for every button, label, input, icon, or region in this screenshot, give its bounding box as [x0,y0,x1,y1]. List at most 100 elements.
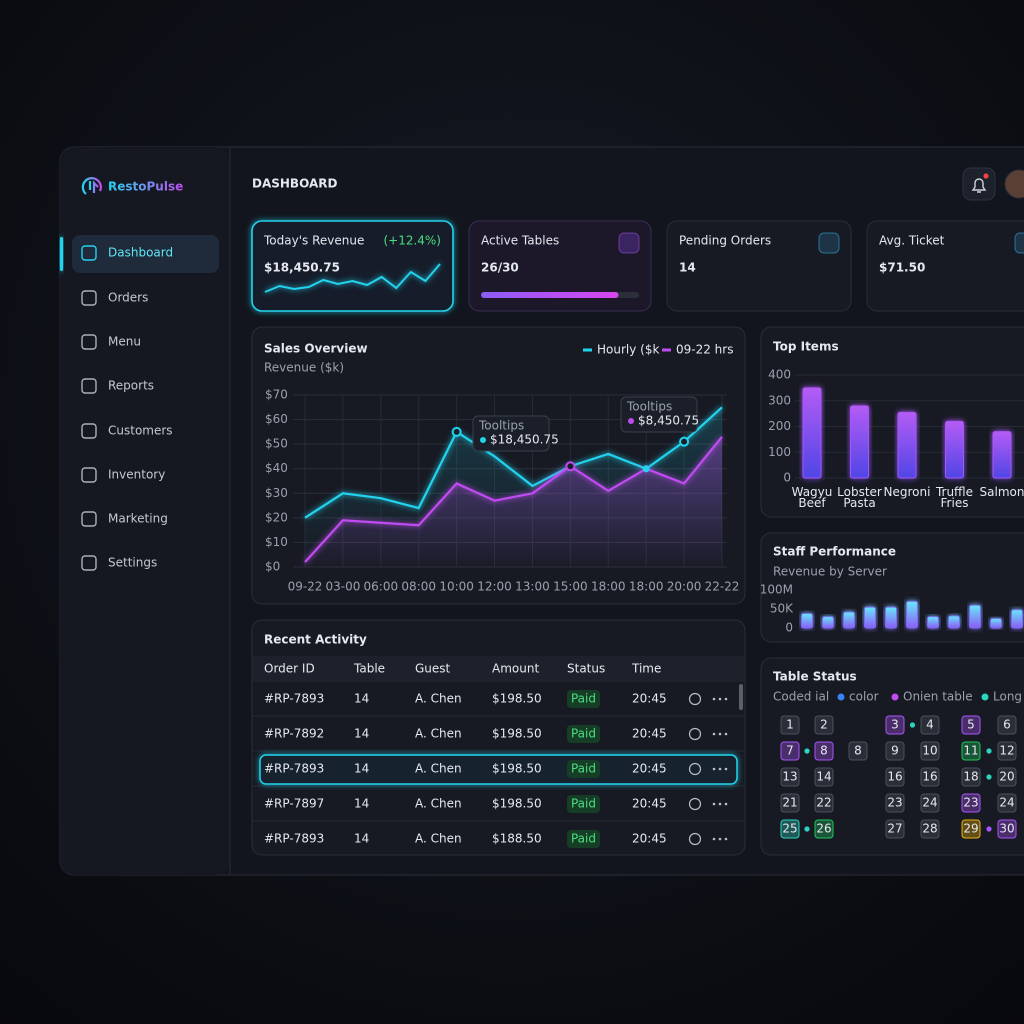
point-marker [679,436,690,447]
status-badge [567,725,600,743]
nav-item[interactable]: Customers [108,424,173,438]
notifications-button[interactable] [962,167,996,201]
bar [897,411,917,479]
table-cell[interactable] [780,741,800,761]
table-cell[interactable] [780,793,800,813]
table-cell: 20:45 [632,832,667,846]
table-cell[interactable] [814,793,834,813]
clock-icon[interactable] [688,832,702,846]
table-cell: A. Chen [415,692,462,706]
y-tick-label: $60 [265,412,288,426]
status-dot [986,748,992,754]
table-cell[interactable] [848,741,868,761]
table-cell: A. Chen [415,727,462,741]
table-title: Recent Activity [264,633,367,647]
more-dot [718,837,722,841]
kpi-label: Active Tables [481,234,559,248]
table-cell[interactable] [780,819,800,839]
clock-icon[interactable] [688,692,702,706]
x-tick-label: 22-22 [705,580,740,594]
y-tick-label: 50K [770,602,794,616]
table-number: 3 [891,718,899,732]
table-cell[interactable] [997,741,1017,761]
nav-icon [81,378,97,394]
x-tick-label: 03-00 [325,580,360,594]
table-cell[interactable] [885,819,905,839]
table-cell[interactable] [780,715,800,735]
tooltip-title: Tooltips [478,419,524,433]
nav-item[interactable]: Marketing [108,512,168,526]
point-marker [451,426,462,437]
kpi-label: Today's Revenue [263,234,364,248]
clock-icon[interactable] [688,762,702,776]
nav-icon [81,555,97,571]
bar [822,616,834,629]
status-text: Paid [571,797,596,811]
more-dot [724,837,728,841]
table-cell[interactable] [885,767,905,787]
x-tick-label: 06:00 [364,580,399,594]
column-header: Amount [492,662,539,676]
table-cell[interactable] [920,767,940,787]
row-selected[interactable] [259,754,738,785]
table-cell[interactable] [920,793,940,813]
y-tick-label: $30 [265,486,288,500]
nav-item[interactable]: Reports [108,379,154,393]
table-cell[interactable] [997,819,1017,839]
table-number: 20 [999,770,1014,784]
table-cell: 20:45 [632,797,667,811]
nav-item[interactable]: Menu [108,335,141,349]
status-text: Paid [571,832,596,846]
nav-icon [81,511,97,527]
nav-item[interactable]: Settings [108,556,157,570]
nav-icon [81,423,97,439]
y-tick-label: 0 [785,621,793,635]
user-avatar[interactable] [1004,169,1024,199]
series-line [304,436,723,563]
table-cell[interactable] [920,819,940,839]
kpi-label: Avg. Ticket [879,234,945,248]
table-cell[interactable] [780,767,800,787]
table-cell[interactable] [997,767,1017,787]
table-number: 14 [816,770,831,784]
table-cell[interactable] [814,819,834,839]
column-header: Status [567,662,605,676]
table-cell[interactable] [885,715,905,735]
chart-subtitle: Revenue ($k) [264,361,344,375]
clock-icon[interactable] [688,727,702,741]
table-cell[interactable] [885,741,905,761]
kpi-change: (+12.4%) [383,234,441,248]
table-number: 21 [782,796,797,810]
table-cell[interactable] [920,715,940,735]
table-cell[interactable] [814,715,834,735]
table-cell[interactable] [885,793,905,813]
bar [802,387,822,479]
table-cell[interactable] [961,715,981,735]
legend-label: 09-22 hrs [676,343,733,357]
table-cell: #RP-7893 [264,832,324,846]
bar [992,431,1012,479]
kpi-value: $71.50 [879,261,925,275]
table-cell[interactable] [961,793,981,813]
kpi-label: Pending Orders [679,234,771,248]
legend-dot [837,693,845,701]
table-cell[interactable] [961,819,981,839]
bar [945,420,964,479]
table-cell[interactable] [997,793,1017,813]
table-cell[interactable] [920,741,940,761]
scrollbar [739,684,743,710]
x-tick-label: 08:00 [401,580,436,594]
table-cell[interactable] [997,715,1017,735]
table-cell[interactable] [961,741,981,761]
table-cell: #RP-7893 [264,762,324,776]
clock-icon[interactable] [688,797,702,811]
nav-item[interactable]: Orders [108,291,148,305]
table-number: 2 [820,718,828,732]
bar [843,611,855,629]
nav-item[interactable]: Dashboard [108,246,173,260]
table-cell[interactable] [961,767,981,787]
table-cell[interactable] [814,741,834,761]
table-cell[interactable] [814,767,834,787]
nav-item[interactable]: Inventory [108,468,165,482]
